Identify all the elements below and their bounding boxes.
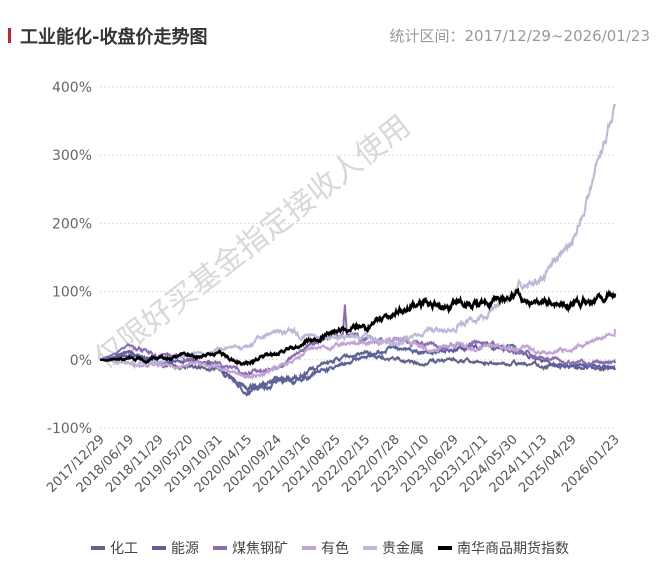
legend-swatch [438,546,452,550]
legend-label: 南华商品期货指数 [457,541,569,557]
y-tick-label: 200% [52,216,92,232]
title-accent-bar [8,28,11,43]
legend-label: 化工 [110,541,138,557]
y-tick-label: 100% [52,285,92,301]
series-line-3 [99,329,616,381]
legend-swatch [91,546,105,550]
y-tick-label: -100% [47,421,92,437]
legend-swatch [363,546,377,550]
legend-swatch [302,546,316,550]
line-chart: 仅限好买基金指定接收人使用400%300%200%100%0%-100%2017… [44,80,623,496]
legend: 化工 能源 煤焦钢矿 有色 贵金属 南华商品期货指数 [0,538,660,558]
chart-title: 工业能化-收盘价走势图 [20,27,208,48]
y-tick-label: 400% [52,80,92,96]
legend-item[interactable]: 贵金属 [363,538,424,558]
legend-item[interactable]: 煤焦钢矿 [213,538,288,558]
legend-item[interactable]: 化工 [91,538,138,558]
legend-label: 能源 [171,541,199,557]
y-tick-label: 0% [70,353,92,369]
legend-label: 煤焦钢矿 [232,541,288,557]
legend-swatch [213,546,227,550]
y-tick-label: 300% [52,148,92,164]
legend-item[interactable]: 能源 [152,538,199,558]
stat-range: 统计区间：2017/12/29~2026/01/23 [389,27,650,45]
legend-item[interactable]: 有色 [302,538,349,558]
legend-label: 有色 [321,541,349,557]
legend-item[interactable]: 南华商品期货指数 [438,538,569,558]
series-line-5 [100,287,617,367]
legend-label: 贵金属 [382,541,424,557]
legend-swatch [152,546,166,550]
